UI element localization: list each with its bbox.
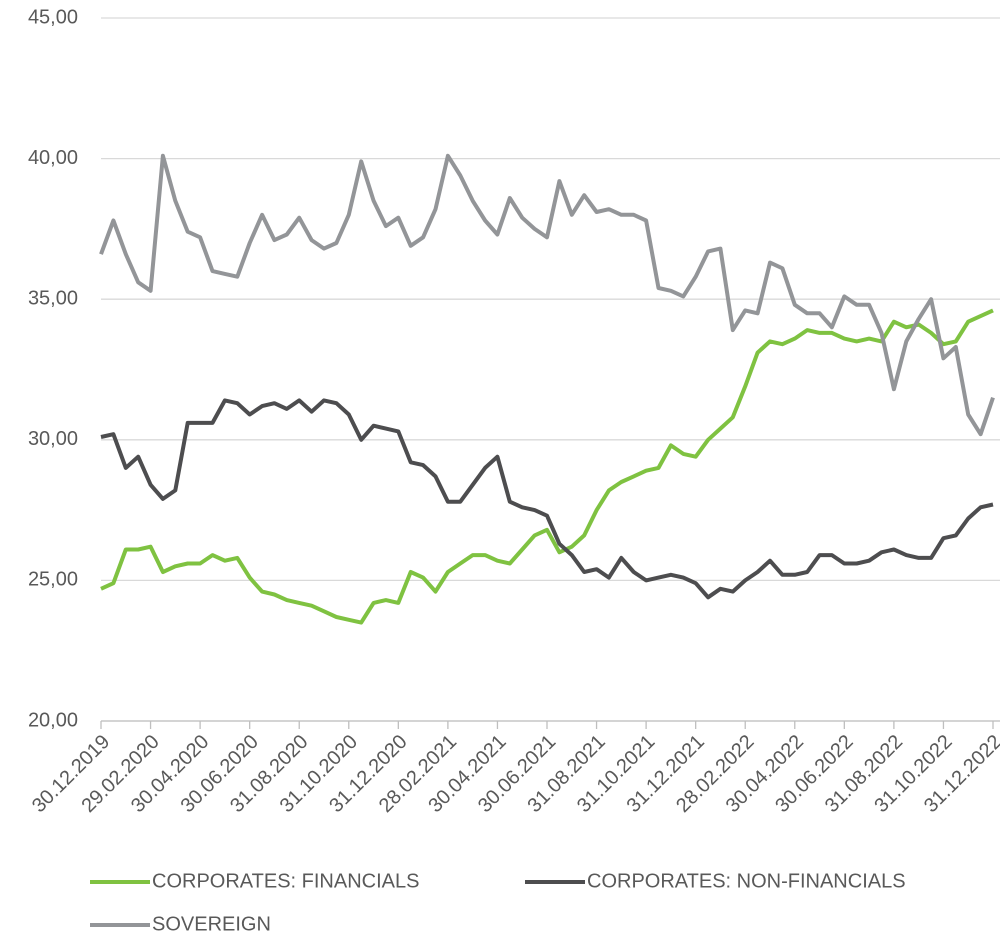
legend-label: CORPORATES: NON-FINANCIALS	[587, 870, 906, 892]
y-tick-label: 35,00	[28, 287, 78, 309]
y-tick-label: 45,00	[28, 6, 78, 28]
series-line	[100, 308, 994, 625]
y-tick-label: 25,00	[28, 569, 78, 591]
y-tick-label: 30,00	[28, 428, 78, 450]
legend-label: SOVEREIGN	[152, 913, 271, 935]
y-tick-label: 20,00	[28, 709, 78, 731]
series-line	[100, 398, 994, 600]
legend-label: CORPORATES: FINANCIALS	[152, 870, 419, 892]
y-tick-label: 40,00	[28, 147, 78, 169]
series-line	[99, 153, 995, 437]
